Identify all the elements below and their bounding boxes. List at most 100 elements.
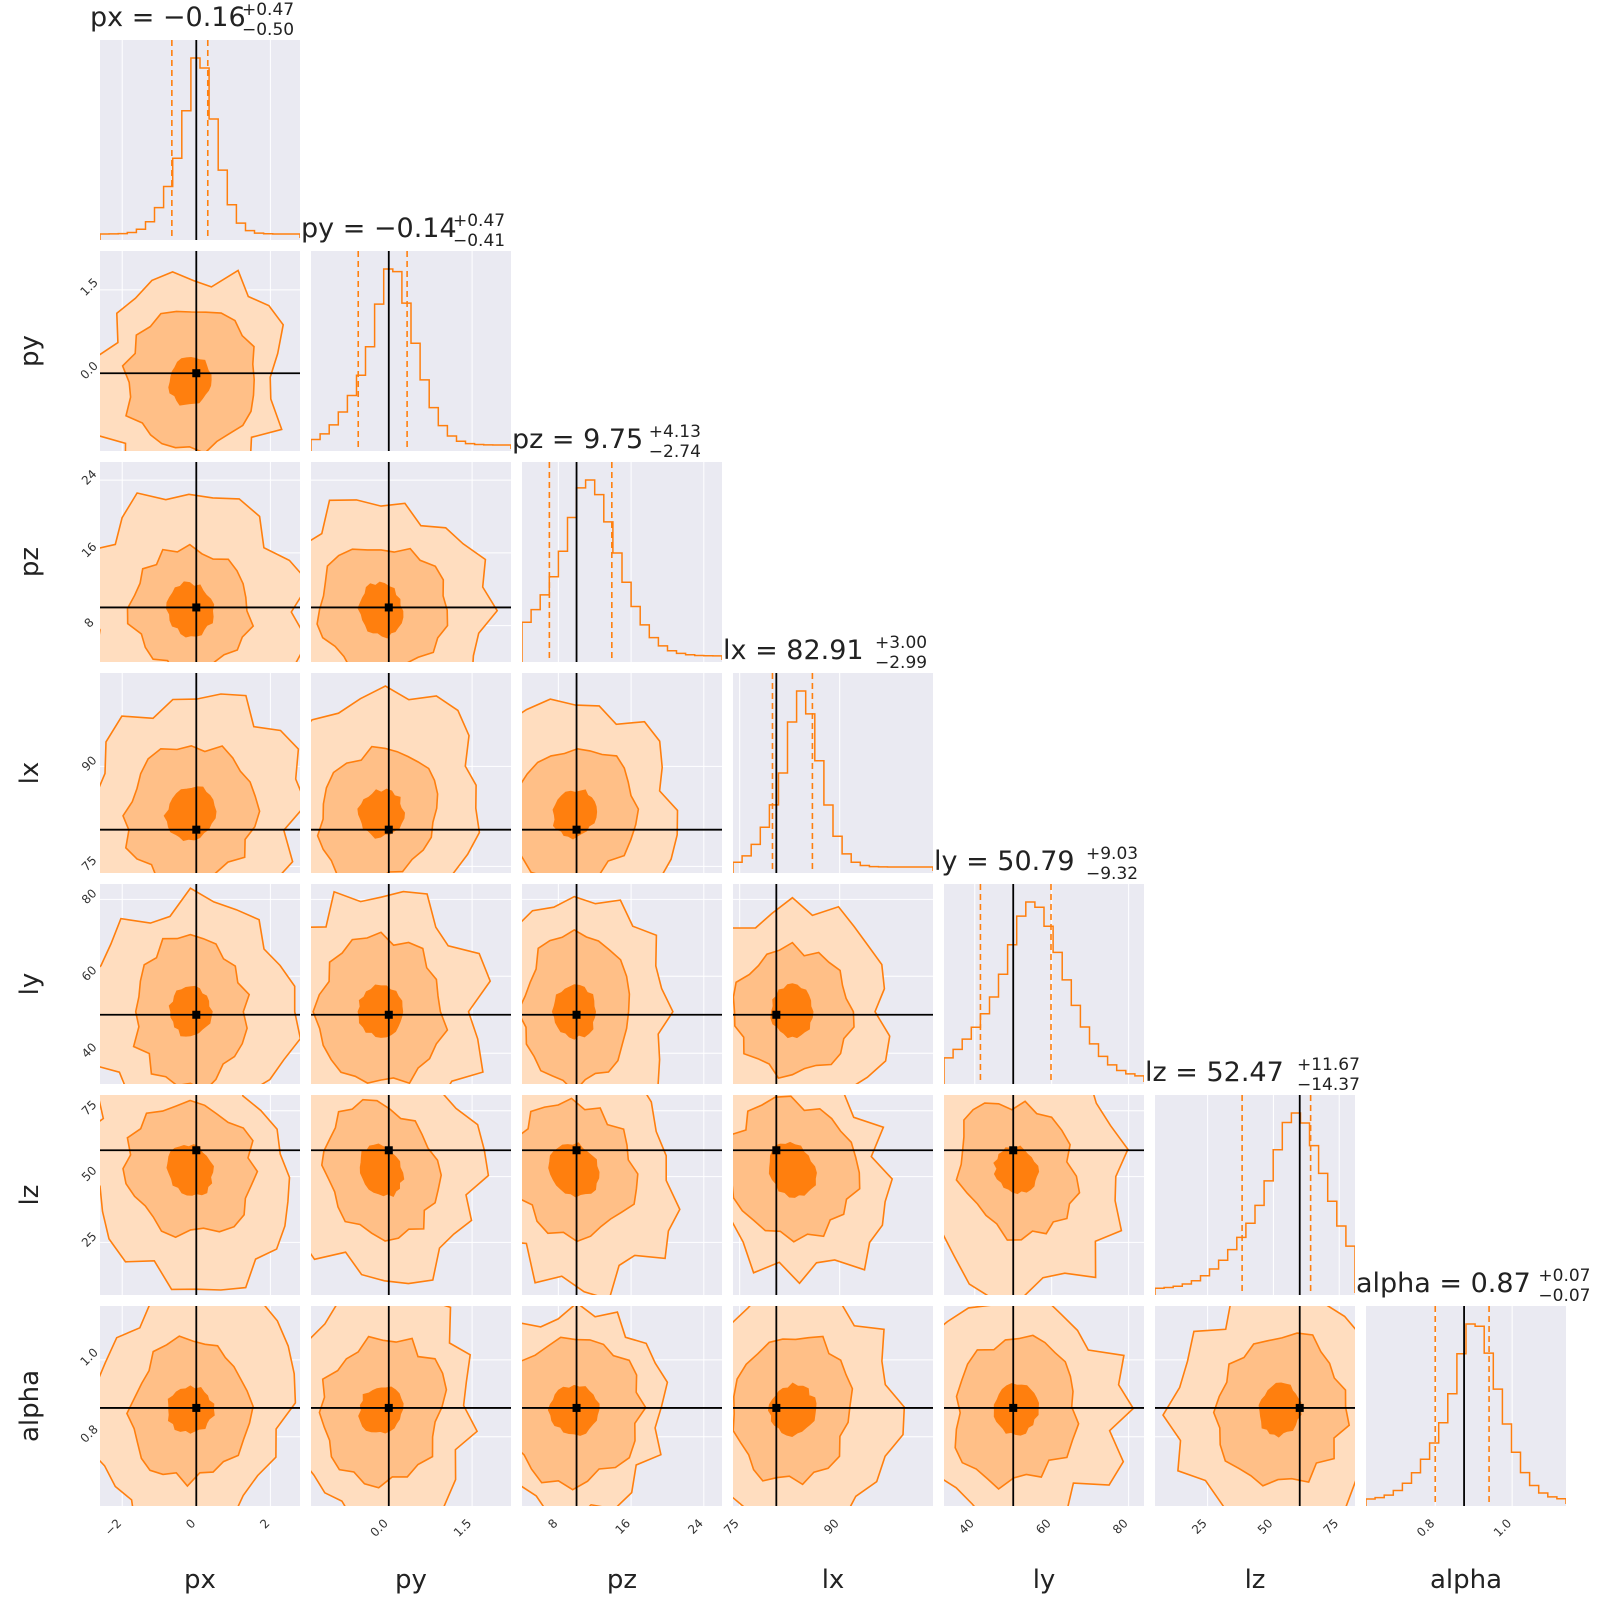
x-tick-label: 50: [1255, 1516, 1276, 1537]
contour-fill-level-3: [164, 787, 216, 841]
title-value: py = −0.14: [301, 213, 457, 244]
contour-line-level-3: [358, 1386, 404, 1434]
contour-line-level-3: [357, 788, 406, 839]
panel-px-px: [100, 40, 300, 240]
histogram-pz: [522, 479, 722, 662]
contour-line-level-1: [733, 1095, 894, 1285]
title-err-plus: +0.07: [1538, 1266, 1590, 1286]
contour-line-level-1: [944, 1306, 1135, 1506]
truth-marker: [572, 1010, 581, 1019]
contour-fill-level-3: [994, 1146, 1039, 1194]
y-tick-label: 1.0: [77, 1345, 100, 1368]
panel-content: [100, 462, 300, 662]
contour-line-level-1: [311, 685, 481, 873]
title-lz: lz = 52.47 +11.67−14.37: [1145, 1055, 1360, 1095]
panel-content: [522, 673, 722, 873]
title-py: py = −0.14+0.47−0.41: [301, 211, 505, 251]
histogram-ly: [944, 901, 1144, 1084]
contour-line-level-1: [522, 895, 674, 1084]
contour-line-level-1: [1162, 1306, 1355, 1506]
panel-content: [100, 884, 300, 1084]
contour-line-level-2: [132, 933, 251, 1084]
contour-line-level-2: [1212, 1332, 1351, 1487]
panel-content: [100, 40, 300, 240]
panel-pz-pz: [522, 462, 722, 662]
truth-marker: [384, 603, 393, 612]
y-axis-label-ly: ly: [15, 973, 45, 996]
panel-py-lz: [311, 1095, 511, 1295]
title-err-minus: −0.41: [453, 231, 505, 251]
contour-fill-level-3: [169, 986, 212, 1036]
contour-line-level-1: [100, 492, 300, 662]
contour-line-level-2: [733, 1095, 861, 1243]
panel-content: [311, 462, 511, 662]
y-axis-label-pz: pz: [15, 547, 45, 577]
panel-lx-lz: [733, 1095, 933, 1295]
panel-content: [944, 884, 1144, 1084]
panel-lz-lz: [1155, 1095, 1355, 1295]
contour-line-level-3: [770, 983, 814, 1039]
truth-marker: [192, 1403, 201, 1412]
contour-fill-level-3: [359, 1387, 403, 1433]
contour-line-level-3: [767, 1382, 817, 1437]
y-tick-label: 8: [82, 615, 97, 630]
y-axis-label-py: py: [15, 335, 45, 367]
panel-lx-alpha: [733, 1306, 933, 1506]
contour-line-level-3: [1258, 1382, 1302, 1438]
contour-fill-level-3: [169, 357, 211, 405]
y-tick-label: 0.8: [77, 1422, 100, 1445]
contour-fill-level-3: [771, 984, 813, 1038]
title-err-plus: +11.67: [1297, 1055, 1360, 1075]
contour-line-level-3: [993, 1383, 1040, 1436]
contour-line-level-2: [733, 1335, 854, 1486]
panel-content: [944, 1095, 1144, 1295]
histogram-alpha: [1366, 1323, 1566, 1506]
contour-line-level-1: [100, 269, 285, 451]
truth-marker: [572, 1403, 581, 1412]
contour-line-level-3: [359, 1143, 405, 1198]
panel-pz-lx: [522, 673, 722, 873]
panel-lx-ly: [733, 884, 933, 1084]
contour-fill-level-3: [166, 582, 214, 637]
title-px: px = −0.16+0.47−0.50: [90, 0, 294, 40]
x-axis-label-alpha: alpha: [1430, 1565, 1502, 1595]
contour-line-level-2: [954, 1334, 1080, 1491]
x-axis-label-px: px: [184, 1565, 216, 1595]
x-tick-label: 40: [956, 1516, 977, 1537]
x-tick-label: 75: [721, 1516, 742, 1537]
panel-py-alpha: [311, 1306, 511, 1506]
panel-alpha-alpha: [1366, 1306, 1566, 1506]
contour-line-level-1: [100, 1095, 291, 1291]
contour-line-level-3: [166, 1144, 214, 1196]
contour-fill-level-3: [1259, 1383, 1301, 1437]
y-axis-label-alpha: alpha: [15, 1370, 45, 1442]
panel-px-ly: [100, 884, 300, 1084]
x-axis-label-lz: lz: [1245, 1565, 1266, 1595]
y-tick-label: 60: [79, 963, 100, 984]
title-value: alpha = 0.87: [1356, 1268, 1531, 1299]
panel-py-ly: [311, 884, 511, 1084]
y-axis-label-lz: lz: [15, 1185, 45, 1206]
truth-marker: [384, 1403, 393, 1412]
panel-content: [1366, 1306, 1566, 1506]
x-tick-label: 16: [613, 1516, 634, 1537]
panel-content: [944, 1306, 1144, 1506]
x-axis-label-ly: ly: [1033, 1565, 1056, 1595]
contour-fill-level-3: [167, 1145, 214, 1195]
panel-content: [522, 884, 722, 1084]
panel-content: [311, 1095, 511, 1295]
panel-ly-ly: [944, 884, 1144, 1084]
y-tick-label: 75: [79, 853, 100, 874]
panel-lx-lx: [733, 673, 933, 873]
y-tick-label: 16: [79, 540, 100, 561]
panel-background: [100, 40, 300, 240]
truth-marker: [772, 1403, 781, 1412]
panel-background: [1155, 1095, 1355, 1295]
title-ly: ly = 50.79 +9.03−9.32: [934, 844, 1138, 884]
contour-line-level-2: [121, 310, 256, 451]
contour-line-level-1: [522, 1095, 681, 1295]
title-value: lz = 52.47: [1145, 1057, 1284, 1088]
panel-px-py: [100, 251, 300, 451]
panel-content: [311, 884, 511, 1084]
